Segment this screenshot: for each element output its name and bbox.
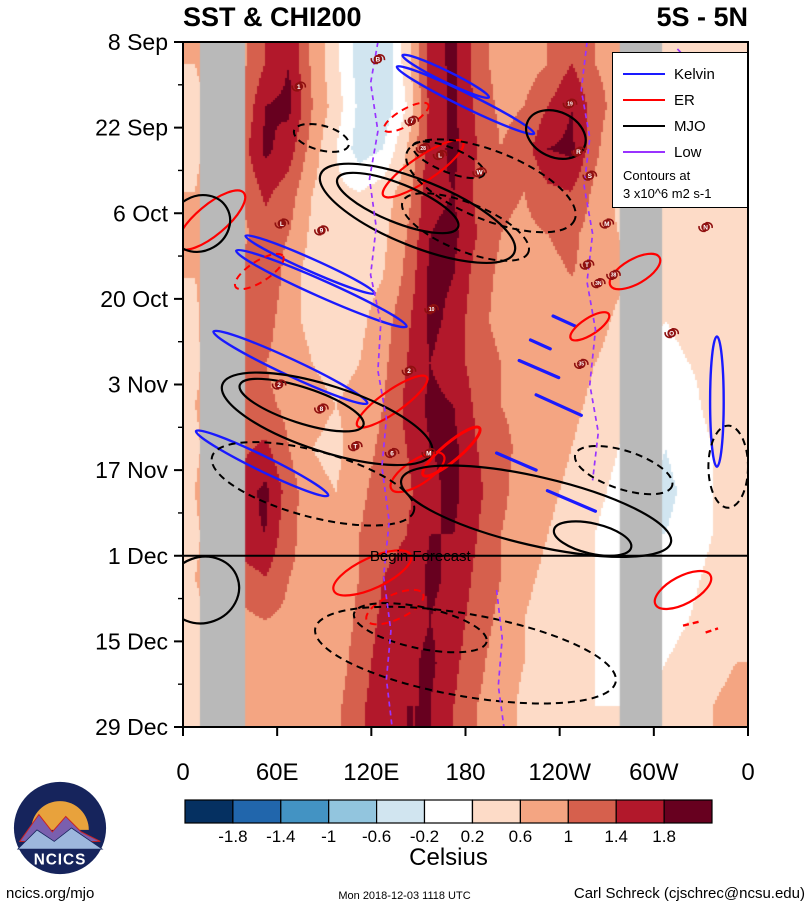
legend-item-label: MJO	[674, 117, 706, 135]
svg-text:29 Dec: 29 Dec	[95, 714, 168, 740]
legend-item-label: ER	[674, 91, 695, 109]
legend-line-icon	[623, 125, 665, 127]
legend-item-kelvin: Kelvin	[613, 61, 747, 87]
legend-item-low: Low	[613, 139, 747, 165]
ncics-logo: NCICS	[13, 781, 107, 875]
svg-text:1 Dec: 1 Dec	[108, 543, 168, 569]
svg-text:3 Nov: 3 Nov	[108, 372, 169, 398]
svg-text:0: 0	[741, 759, 754, 786]
svg-text:180: 180	[445, 759, 485, 786]
colorbar-title: Celsius	[409, 844, 488, 871]
region-label: 5S - 5N	[656, 2, 748, 32]
svg-text:120W: 120W	[528, 759, 591, 786]
svg-text:0: 0	[176, 759, 189, 786]
svg-text:60W: 60W	[629, 759, 679, 786]
svg-text:8 Sep: 8 Sep	[108, 29, 168, 55]
legend-note: Contours at	[623, 168, 691, 183]
svg-text:60E: 60E	[256, 759, 299, 786]
legend-line-icon	[623, 73, 665, 75]
page-title: SST & CHI200	[183, 2, 362, 32]
legend: Kelvin ER MJO Low Contours at 3 x10^6 m2 s-…	[612, 52, 748, 208]
footer-url: ncics.org/mjo	[6, 885, 95, 902]
legend-note-units: 3 x10^6 m2 s-1	[623, 186, 712, 201]
svg-text:15 Dec: 15 Dec	[95, 628, 168, 654]
colorbar: -1.8 -1.4 -1 -0.6 -0.2 0.2 0.6 1 1.4 1.8	[184, 799, 713, 846]
x-axis-labels: 0 60E 120E 180 120W 60W 0	[176, 759, 754, 786]
logo-mountains-front	[16, 827, 104, 850]
legend-item-mjo: MJO	[613, 113, 747, 139]
svg-text:120E: 120E	[343, 759, 399, 786]
legend-line-icon	[623, 151, 665, 153]
legend-item-label: Kelvin	[674, 65, 715, 83]
legend-item-label: Low	[674, 143, 702, 161]
svg-text:22 Sep: 22 Sep	[95, 115, 168, 141]
footer-author: Carl Schreck (cjschrec@ncsu.edu)	[573, 885, 805, 902]
svg-text:17 Nov: 17 Nov	[95, 457, 168, 483]
svg-text:20 Oct: 20 Oct	[100, 286, 168, 312]
legend-line-icon	[623, 99, 665, 101]
y-axis-labels: 8 Sep 22 Sep 6 Oct 20 Oct 3 Nov 17 Nov 1 Dec 15…	[95, 29, 169, 740]
svg-text:6 Oct: 6 Oct	[113, 200, 169, 226]
legend-item-er: ER	[613, 87, 747, 113]
legend-rows: Kelvin ER MJO Low	[613, 61, 747, 165]
footer-timestamp: Mon 2018-12-03 1118 UTC	[338, 890, 471, 902]
logo-text: NCICS	[34, 851, 87, 868]
